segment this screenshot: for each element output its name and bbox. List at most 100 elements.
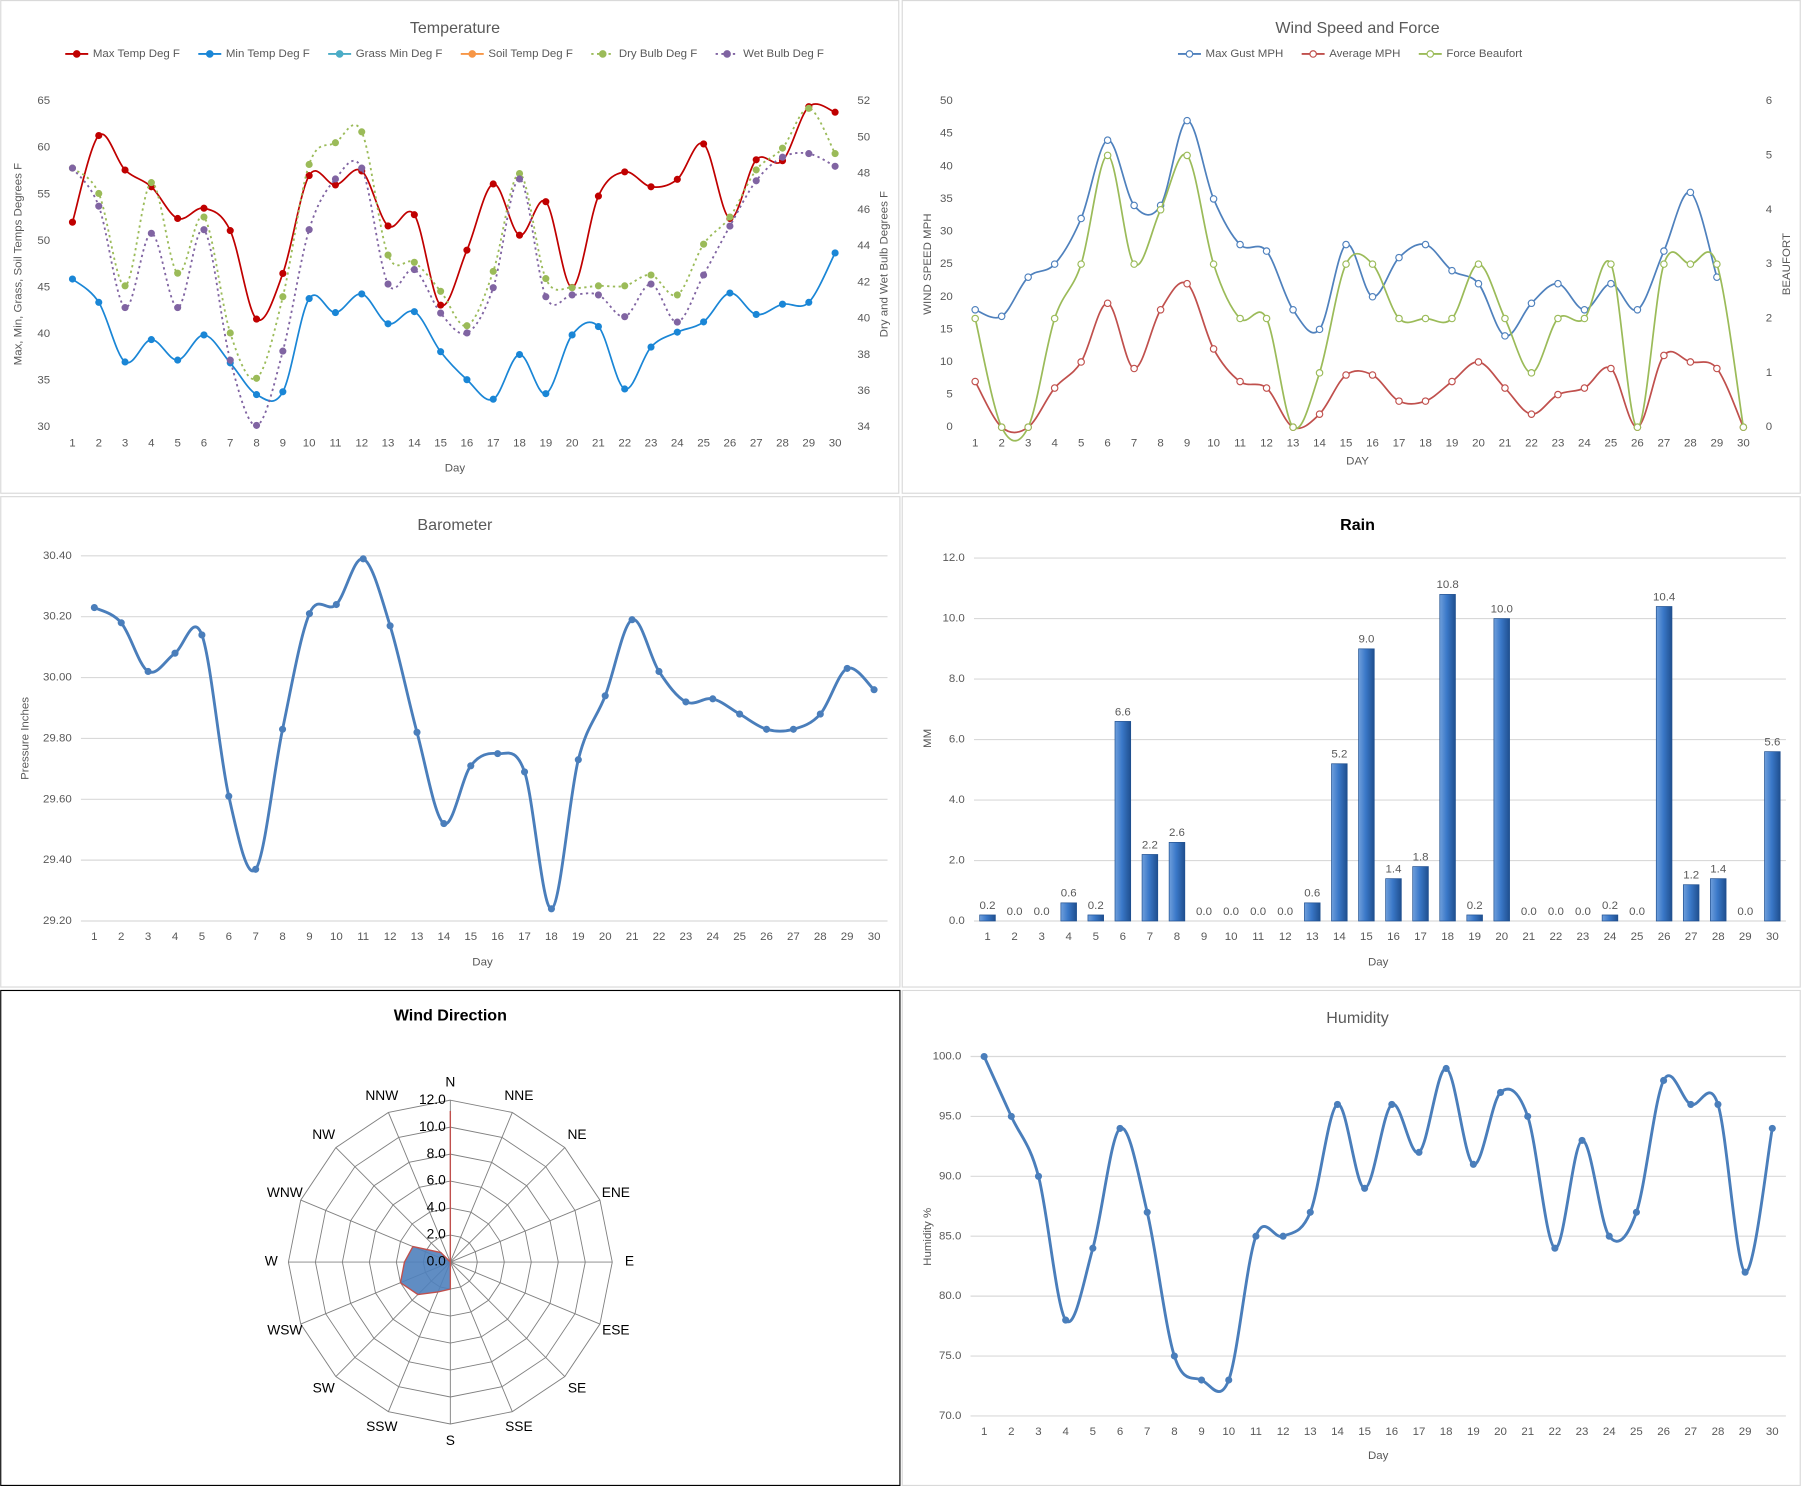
category-label: W — [265, 1254, 278, 1269]
y-tick-label: 60 — [37, 142, 50, 154]
y2-tick-label: 0 — [1766, 421, 1772, 433]
data-label: 0.0 — [1548, 906, 1564, 918]
x-tick-label: 8 — [253, 437, 259, 449]
data-point — [174, 304, 182, 312]
panel — [901, 496, 1801, 988]
x-tick-label: 19 — [572, 931, 585, 943]
y-tick-label: 70.0 — [939, 1410, 961, 1422]
y-axis-label: Humidity % — [922, 1208, 934, 1266]
data-point — [1607, 260, 1615, 268]
y2-tick-label: 5 — [1766, 149, 1772, 161]
data-point — [1607, 364, 1615, 373]
category-label: N — [445, 1075, 455, 1090]
data-point — [831, 150, 839, 158]
data-point — [1130, 260, 1138, 268]
x-tick-label: 2 — [1011, 931, 1017, 943]
data-point — [700, 318, 708, 326]
data-point — [778, 153, 787, 161]
y-tick-label: 30.00 — [43, 672, 72, 684]
data-point — [1474, 358, 1483, 366]
category-label: NE — [567, 1127, 586, 1142]
bar — [1764, 751, 1781, 922]
data-point — [494, 750, 502, 758]
x-tick-label: 29 — [1710, 437, 1723, 449]
data-point — [440, 820, 448, 828]
y2-tick-label: 52 — [857, 95, 870, 107]
y-tick-label: 50 — [37, 235, 50, 247]
data-point — [121, 166, 129, 174]
x-tick-label: 10 — [1225, 931, 1238, 943]
data-point — [1421, 314, 1430, 323]
r-tick-label: 0.0 — [427, 1254, 446, 1269]
x-tick-label: 15 — [1360, 931, 1373, 943]
data-point — [1421, 240, 1430, 249]
x-tick-label: 28 — [1684, 437, 1697, 449]
data-point — [463, 246, 471, 254]
r-tick-label: 6.0 — [427, 1173, 446, 1188]
x-tick-label: 16 — [1387, 931, 1400, 943]
radar-area — [399, 1110, 452, 1296]
bar — [1141, 854, 1159, 922]
x-tick-label: 5 — [1093, 931, 1099, 943]
y-tick-label: 30.20 — [43, 611, 72, 623]
data-label: 0.0 — [1575, 906, 1591, 918]
x-tick-label: 5 — [174, 437, 180, 449]
category-label: SSW — [366, 1419, 397, 1434]
data-point — [1368, 371, 1377, 379]
data-point — [709, 695, 717, 703]
y2-tick-label: 1 — [1766, 367, 1772, 379]
data-point — [1527, 299, 1536, 308]
x-tick-label: 4 — [148, 437, 155, 449]
chart-title: Temperature — [410, 19, 500, 37]
x-tick-label: 29 — [1739, 1426, 1752, 1438]
bar — [1601, 914, 1619, 922]
x-tick-label: 25 — [1630, 1426, 1643, 1438]
data-label: 5.6 — [1764, 736, 1780, 748]
data-label: 0.0 — [1250, 906, 1266, 918]
data-label: 1.8 — [1413, 851, 1429, 863]
data-point — [1580, 314, 1589, 323]
chart-title: Wind Speed and Force — [1275, 19, 1439, 37]
y-tick-label: 65 — [37, 95, 50, 107]
data-point — [1368, 292, 1377, 301]
legend-label: Soil Temp Deg F — [488, 48, 573, 60]
x-tick-label: 18 — [1441, 931, 1454, 943]
y2-tick-label: 3 — [1766, 258, 1772, 270]
x-tick-label: 28 — [814, 931, 827, 943]
data-point — [467, 762, 475, 770]
data-point — [358, 164, 366, 172]
data-point — [68, 164, 77, 172]
data-point — [621, 385, 629, 393]
data-label: 9.0 — [1358, 634, 1374, 646]
y-tick-label: 2.0 — [949, 855, 965, 867]
data-point — [655, 667, 663, 676]
data-label: 0.0 — [1737, 906, 1753, 918]
data-point — [1183, 116, 1191, 125]
data-point — [1527, 369, 1536, 377]
data-point — [1103, 151, 1112, 160]
x-axis-label: Day — [1368, 956, 1389, 968]
data-point — [198, 631, 206, 639]
data-point — [1050, 314, 1059, 323]
bar — [1060, 902, 1077, 922]
data-label: 0.0 — [1007, 906, 1023, 918]
data-point — [200, 331, 208, 339]
x-tick-label: 17 — [1414, 931, 1427, 943]
x-tick-label: 26 — [1631, 437, 1644, 449]
data-point — [226, 227, 234, 235]
spoke — [449, 1261, 513, 1412]
data-point — [547, 905, 555, 913]
data-point — [358, 128, 366, 136]
y2-tick-label: 34 — [857, 421, 870, 433]
x-tick-label: 16 — [461, 437, 474, 449]
data-point — [1007, 1112, 1015, 1120]
data-point — [252, 315, 261, 323]
y-axis-label: WIND SPEED MPH — [922, 213, 934, 314]
x-tick-label: 25 — [697, 437, 710, 449]
data-point — [1170, 1352, 1178, 1360]
data-point — [805, 104, 813, 112]
x-tick-label: 13 — [1306, 931, 1319, 943]
y-tick-label: 0.0 — [949, 915, 965, 927]
data-point — [1741, 1268, 1749, 1276]
data-point — [568, 331, 576, 339]
